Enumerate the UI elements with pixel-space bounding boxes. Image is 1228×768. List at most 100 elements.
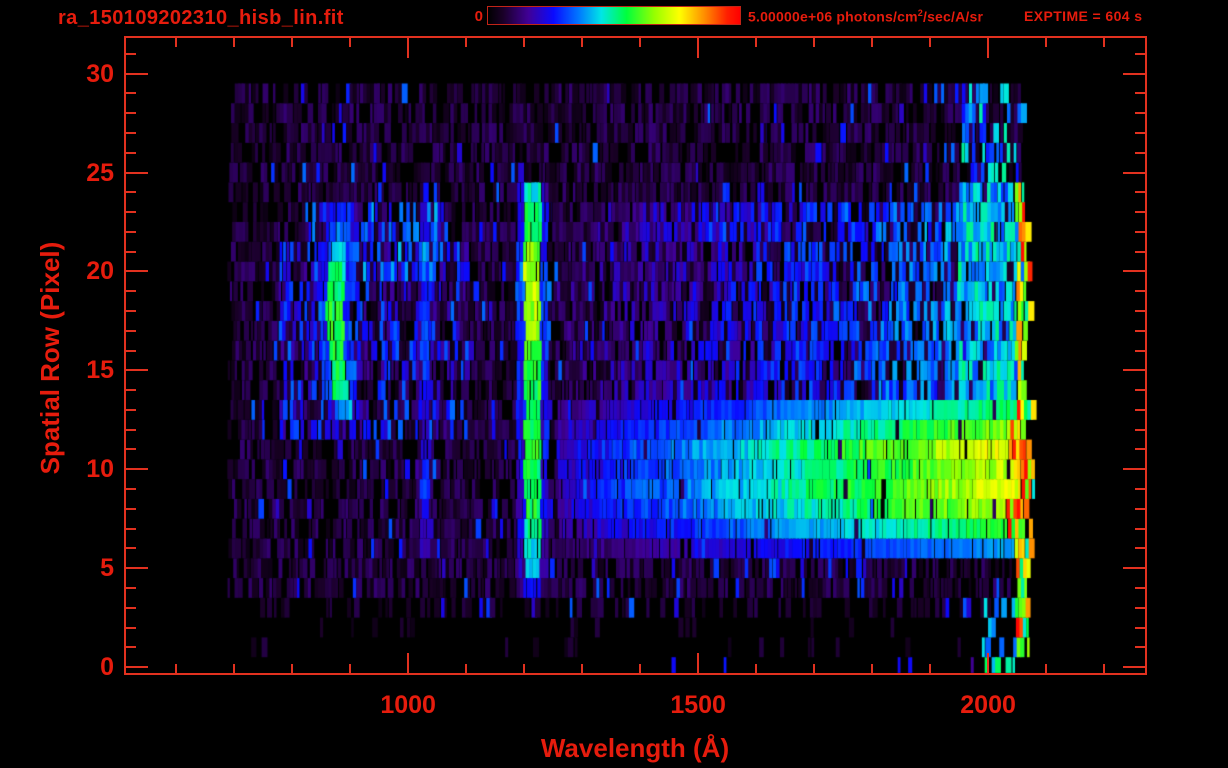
y-tick-label: 25: [86, 158, 114, 187]
x-minor-tick: [523, 664, 526, 675]
x-axis-title: Wavelength (Å): [540, 733, 730, 763]
y-minor-tick-right: [1135, 349, 1147, 352]
y-minor-tick: [124, 428, 136, 431]
y-minor-tick-right: [1135, 527, 1147, 530]
y-major-tick-right: [1123, 468, 1147, 471]
colorbar-max-label: 5.00000e+06 photons/cm2/sec/A/sr: [748, 8, 983, 25]
colorbar-max-prefix: 5.00000e+06 photons/cm: [748, 8, 918, 25]
y-tick-label: 15: [86, 356, 114, 385]
x-minor-tick-top: [755, 36, 758, 47]
y-tick-label: 30: [86, 59, 114, 88]
colorbar-gradient: [487, 6, 741, 25]
x-minor-tick-top: [465, 36, 468, 47]
y-major-tick-right: [1123, 270, 1147, 273]
x-tick-label: 2000: [960, 691, 1016, 719]
y-minor-tick: [124, 290, 136, 293]
y-minor-tick: [124, 586, 136, 589]
y-minor-tick-right: [1135, 211, 1147, 214]
y-minor-tick-right: [1135, 448, 1147, 451]
y-minor-tick-right: [1135, 151, 1147, 154]
x-minor-tick-top: [639, 36, 642, 47]
x-major-tick: [697, 653, 700, 675]
x-minor-tick-top: [813, 36, 816, 47]
x-major-tick: [987, 653, 990, 675]
x-minor-tick: [291, 664, 294, 675]
y-minor-tick: [124, 507, 136, 510]
y-minor-tick-right: [1135, 586, 1147, 589]
y-major-tick: [124, 171, 148, 174]
x-minor-tick: [349, 664, 352, 675]
y-major-tick-right: [1123, 666, 1147, 669]
x-minor-tick-top: [929, 36, 932, 47]
y-minor-tick: [124, 230, 136, 233]
x-minor-tick: [233, 664, 236, 675]
y-minor-tick: [124, 151, 136, 154]
y-tick-label: 10: [86, 455, 114, 484]
plot-frame: [124, 36, 1147, 675]
y-tick-label: 5: [100, 554, 114, 583]
y-minor-tick: [124, 527, 136, 530]
x-minor-tick: [581, 664, 584, 675]
y-major-tick-right: [1123, 171, 1147, 174]
y-minor-tick: [124, 626, 136, 629]
y-minor-tick-right: [1135, 329, 1147, 332]
colorbar-min-label: 0: [474, 8, 483, 25]
colorbar-max-suffix: /sec/A/sr: [922, 8, 984, 25]
y-minor-tick: [124, 488, 136, 491]
y-minor-tick-right: [1135, 112, 1147, 115]
x-minor-tick-top: [523, 36, 526, 47]
x-tick-label: 1500: [670, 691, 726, 719]
y-major-tick-right: [1123, 72, 1147, 75]
y-minor-tick: [124, 250, 136, 253]
x-minor-tick-top: [1103, 36, 1106, 47]
y-major-tick: [124, 567, 148, 570]
x-minor-tick: [813, 664, 816, 675]
x-minor-tick-top: [871, 36, 874, 47]
y-major-tick: [124, 468, 148, 471]
x-minor-tick-top: [233, 36, 236, 47]
x-major-tick-top: [407, 36, 410, 58]
x-major-tick-top: [987, 36, 990, 58]
y-minor-tick-right: [1135, 428, 1147, 431]
y-tick-label: 0: [100, 653, 114, 682]
x-minor-tick: [755, 664, 758, 675]
x-minor-tick: [639, 664, 642, 675]
x-minor-tick: [175, 664, 178, 675]
y-minor-tick-right: [1135, 626, 1147, 629]
y-minor-tick: [124, 52, 136, 55]
y-major-tick-right: [1123, 369, 1147, 372]
x-major-tick: [407, 653, 410, 675]
x-minor-tick: [871, 664, 874, 675]
y-minor-tick-right: [1135, 131, 1147, 134]
y-minor-tick: [124, 408, 136, 411]
y-minor-tick-right: [1135, 606, 1147, 609]
colorbar-max-superscript: 2: [917, 8, 923, 18]
y-minor-tick: [124, 349, 136, 352]
x-minor-tick-top: [175, 36, 178, 47]
x-minor-tick-top: [349, 36, 352, 47]
exptime-label: EXPTIME = 604 s: [1024, 8, 1143, 24]
y-minor-tick-right: [1135, 92, 1147, 95]
x-minor-tick: [1103, 664, 1106, 675]
y-minor-tick: [124, 309, 136, 312]
y-axis-title: Spatial Row (Pixel): [35, 241, 65, 475]
y-major-tick: [124, 270, 148, 273]
y-minor-tick-right: [1135, 309, 1147, 312]
x-minor-tick-top: [1045, 36, 1048, 47]
x-major-tick-top: [697, 36, 700, 58]
y-major-tick: [124, 369, 148, 372]
y-tick-label: 20: [86, 257, 114, 286]
y-minor-tick-right: [1135, 488, 1147, 491]
fits-filename-title: ra_150109202310_hisb_lin.fit: [58, 7, 344, 29]
y-minor-tick: [124, 547, 136, 550]
y-minor-tick: [124, 448, 136, 451]
y-major-tick-right: [1123, 567, 1147, 570]
y-minor-tick-right: [1135, 290, 1147, 293]
y-minor-tick: [124, 646, 136, 649]
y-minor-tick-right: [1135, 646, 1147, 649]
y-minor-tick-right: [1135, 507, 1147, 510]
y-major-tick: [124, 666, 148, 669]
y-minor-tick: [124, 112, 136, 115]
y-minor-tick: [124, 211, 136, 214]
